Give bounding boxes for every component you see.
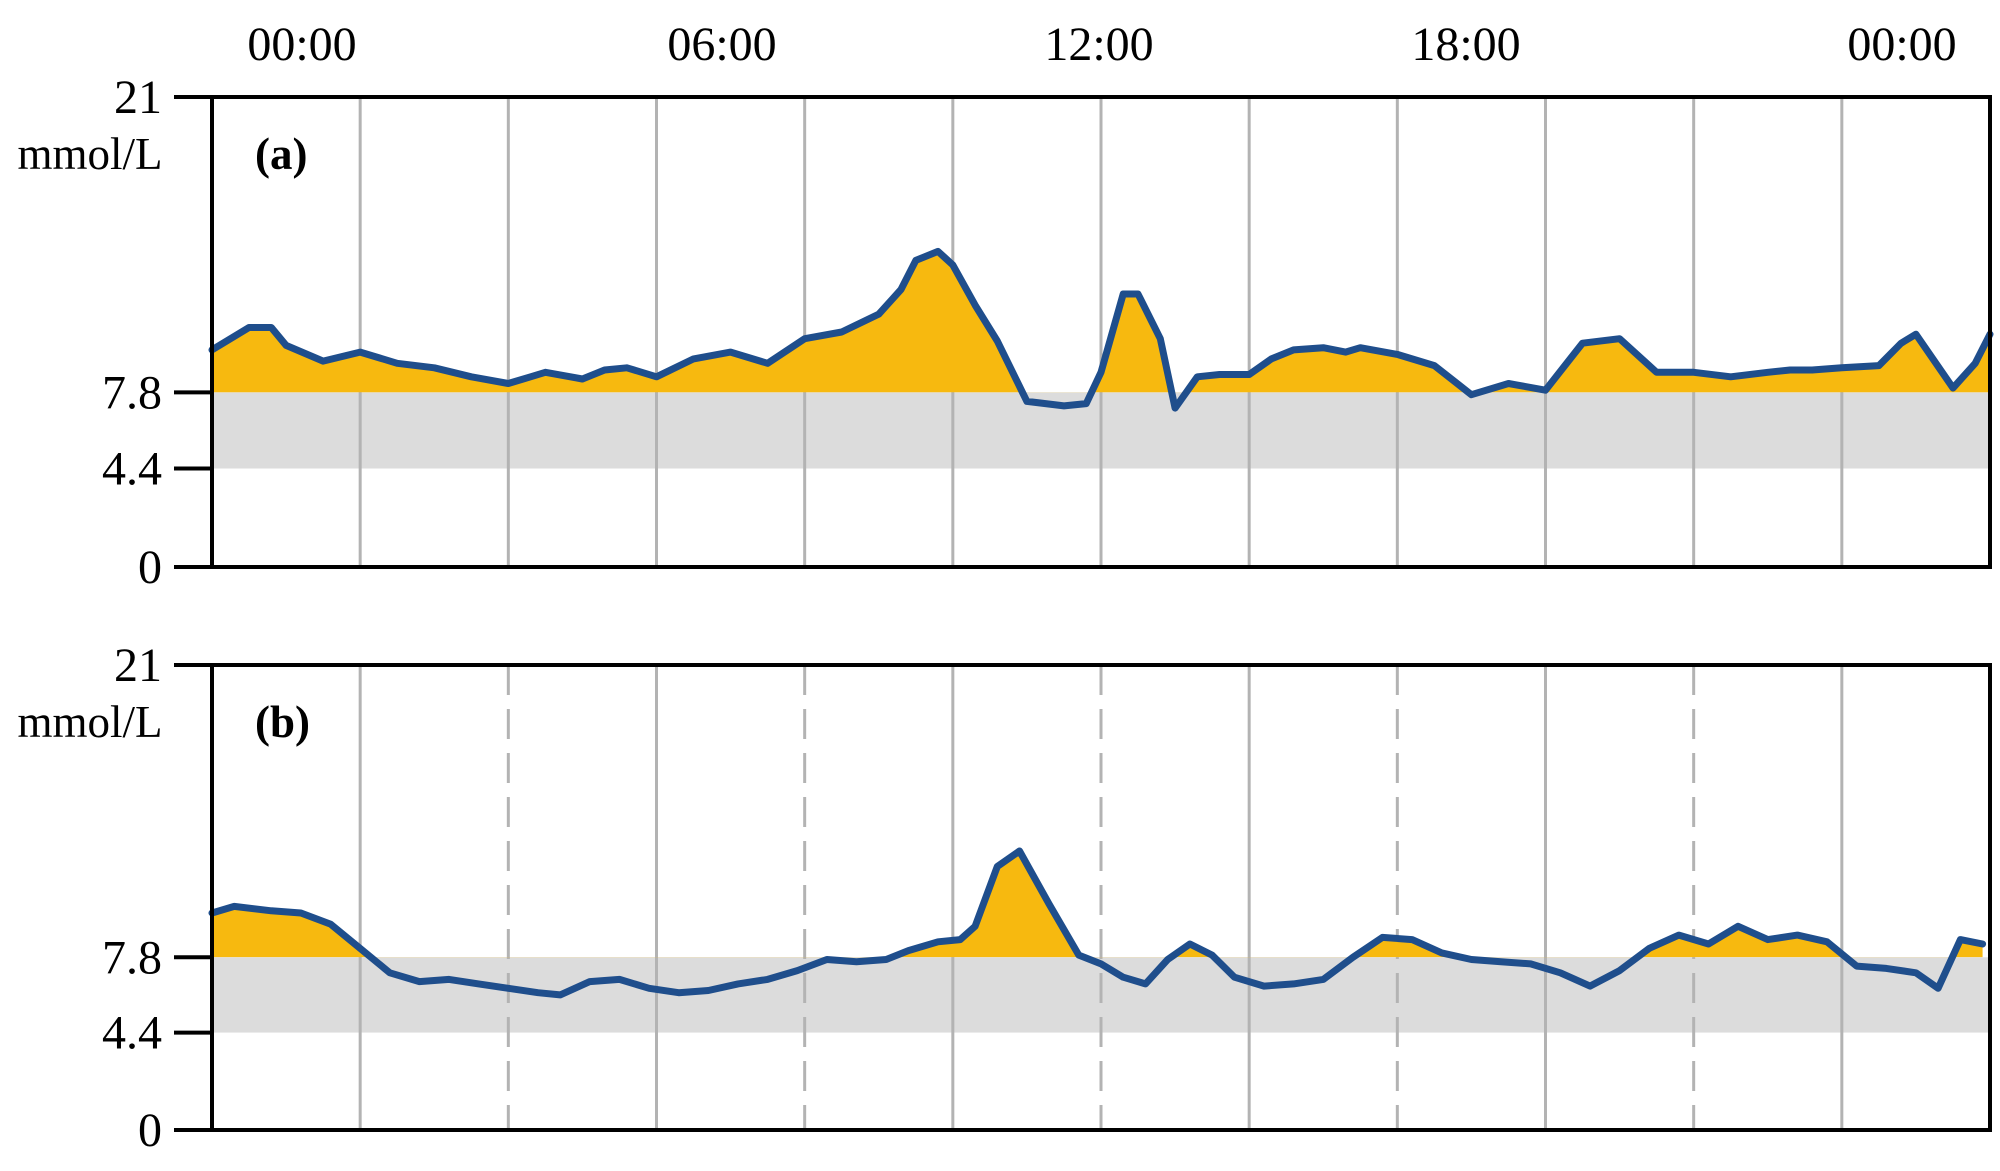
- plot-frame: [210, 95, 1992, 569]
- x-tick-label: 12:00: [1044, 18, 1153, 71]
- panel-label: (a): [255, 129, 307, 179]
- chart-panels: 00:00 06:00 12:00 18:00 00:0004.47.821mmol/L…: [18, 18, 1994, 1157]
- glucose-series-line: [208, 847, 1987, 999]
- y-tick-label: 4.4: [102, 443, 162, 496]
- x-tick-label: 18:00: [1411, 18, 1520, 71]
- plot-frame: [210, 663, 1992, 1132]
- x-tick-label: 06:00: [667, 18, 776, 71]
- above-target-area: [212, 251, 1990, 393]
- y-axis-unit-label: mmol/L: [18, 129, 163, 179]
- x-tick-label: 00:00: [247, 18, 356, 71]
- x-tick-label: 00:00: [1847, 18, 1956, 71]
- y-tick-label: 7.8: [102, 931, 162, 984]
- y-tick-label: 7.8: [102, 366, 162, 419]
- y-tick-label: 21: [114, 71, 162, 124]
- y-tick-label: 21: [114, 639, 162, 692]
- y-tick-label: 4.4: [102, 1007, 162, 1060]
- panel-label: (b): [255, 697, 310, 747]
- glucose-series-line: [208, 247, 1994, 412]
- y-tick-label: 0: [138, 1104, 162, 1157]
- y-tick-label: 0: [138, 541, 162, 594]
- y-axis-unit-label: mmol/L: [18, 697, 163, 747]
- above-target-area: [212, 851, 1983, 958]
